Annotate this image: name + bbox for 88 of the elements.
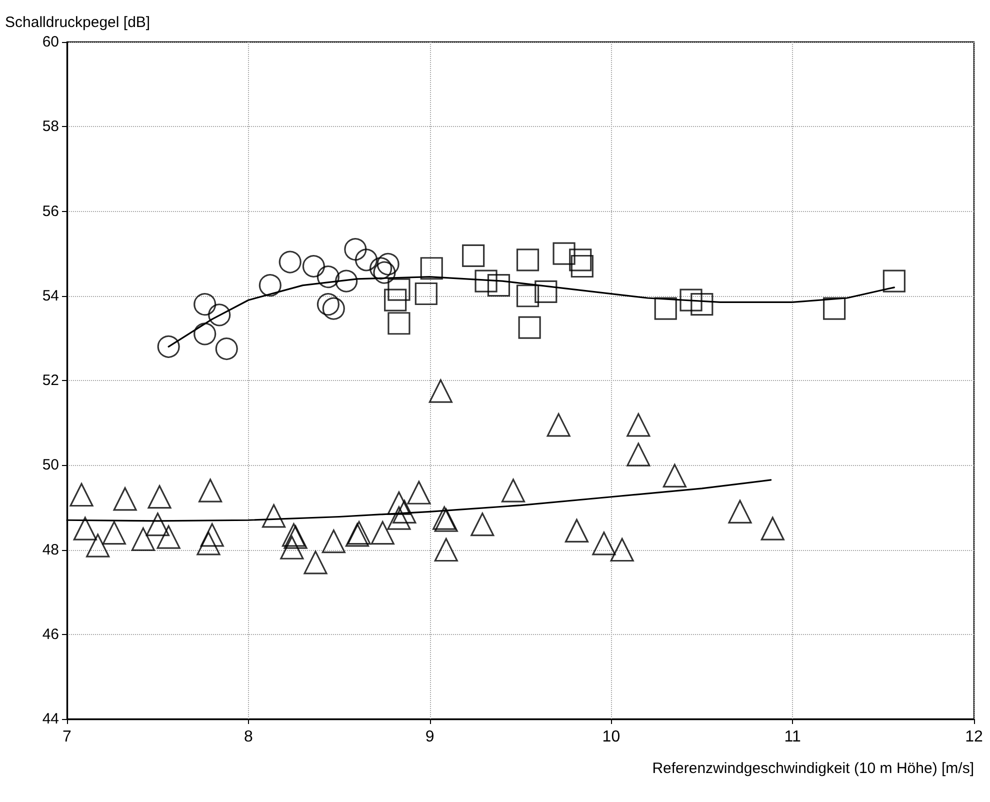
point	[370, 521, 394, 545]
point	[387, 491, 411, 516]
point	[258, 274, 282, 297]
point	[760, 516, 784, 540]
point	[680, 288, 702, 312]
point	[304, 550, 328, 574]
point	[388, 278, 410, 301]
point	[626, 413, 650, 437]
point	[414, 282, 438, 306]
point	[626, 442, 650, 466]
point	[355, 248, 378, 272]
point	[516, 284, 540, 308]
point	[610, 538, 634, 562]
y-tick-label: 52	[42, 372, 59, 389]
point	[262, 504, 286, 528]
point	[215, 337, 238, 360]
y-tick-label: 56	[42, 202, 59, 220]
point	[388, 312, 410, 335]
point	[322, 529, 346, 554]
point	[196, 532, 220, 556]
x-tick-label: 10	[602, 728, 620, 746]
x-tick-label: 11	[784, 728, 802, 746]
y-tick-label: 54	[42, 287, 59, 304]
point	[569, 248, 592, 272]
point	[316, 266, 340, 288]
point	[474, 270, 498, 292]
point	[73, 516, 97, 540]
point	[280, 536, 304, 560]
point	[194, 293, 216, 316]
point	[194, 322, 216, 346]
point	[534, 280, 558, 303]
point	[434, 538, 458, 562]
point	[654, 297, 677, 320]
point	[823, 297, 846, 320]
point	[462, 244, 485, 267]
point	[316, 293, 340, 316]
point	[487, 274, 510, 297]
x-tick-label: 12	[965, 728, 983, 746]
point	[690, 293, 714, 316]
x-tick-label: 9	[425, 728, 434, 746]
point	[322, 297, 345, 320]
point	[516, 248, 540, 272]
point	[344, 238, 367, 261]
y-tick-label: 48	[42, 541, 59, 558]
point	[156, 525, 180, 549]
point	[428, 379, 452, 403]
point	[208, 304, 231, 326]
y-tick-label: 50	[42, 456, 59, 474]
point	[131, 527, 155, 551]
point	[70, 482, 94, 507]
point	[200, 523, 224, 547]
y-axis-title: Schalldruckpegel [dB]	[5, 14, 150, 31]
point	[302, 254, 326, 278]
point	[882, 270, 906, 292]
point	[113, 487, 137, 511]
point	[662, 464, 686, 488]
point	[570, 254, 594, 278]
point	[592, 532, 616, 556]
point	[564, 518, 589, 543]
point	[148, 485, 172, 509]
point	[373, 261, 396, 284]
point	[470, 512, 494, 536]
point	[384, 288, 407, 312]
point	[278, 250, 302, 274]
y-tick-label: 60	[42, 34, 59, 50]
point	[335, 270, 358, 292]
x-tick-label: 8	[244, 728, 253, 746]
point	[370, 257, 392, 280]
point	[102, 521, 126, 545]
y-tick-label: 58	[42, 118, 59, 136]
point	[407, 480, 431, 504]
y-tick-label: 44	[42, 710, 59, 728]
point	[546, 413, 570, 437]
point	[392, 500, 416, 524]
x-tick-label: 7	[62, 728, 72, 746]
point	[552, 242, 576, 265]
point	[420, 257, 443, 280]
x-axis-title: Referenzwindgeschwindigkeit (10 m Höhe) [m/s]	[652, 760, 974, 777]
point	[157, 335, 180, 358]
point	[728, 500, 752, 524]
point	[146, 512, 170, 536]
point	[518, 316, 541, 339]
point	[376, 252, 400, 276]
point	[86, 534, 110, 558]
y-tick-label: 46	[42, 626, 59, 643]
point	[198, 478, 222, 502]
point	[387, 506, 411, 530]
point	[501, 478, 526, 502]
